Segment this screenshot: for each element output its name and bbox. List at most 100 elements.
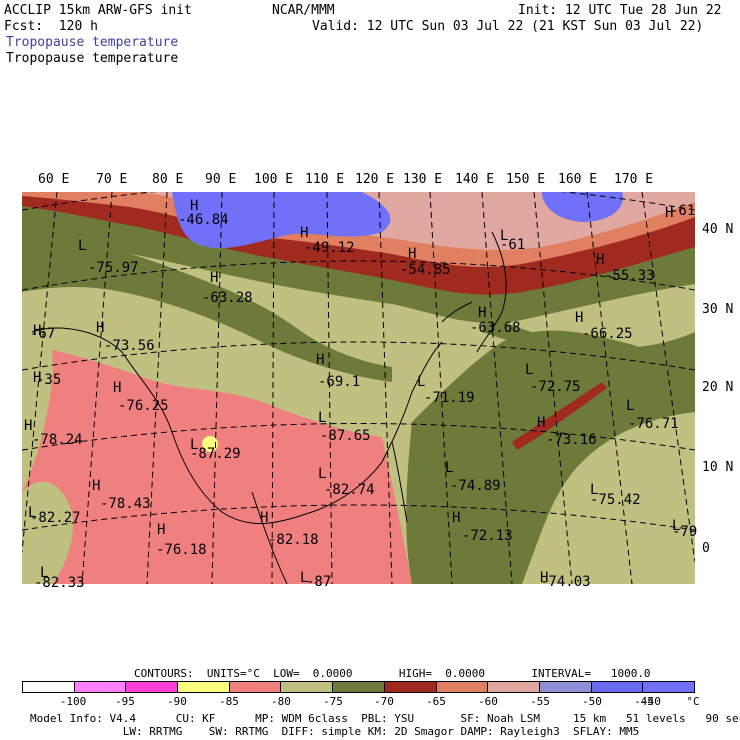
high-marker: H [33, 323, 42, 339]
colorbar-label: -75 [323, 695, 343, 708]
center-value: -82.33 [34, 575, 85, 591]
model-physics: LW: RRTMG SW: RRTMG DIFF: simple KM: 2D … [30, 725, 640, 738]
center-value: -82.27 [30, 510, 81, 526]
colorbar-label: °C [686, 695, 700, 708]
low-marker: L [300, 570, 309, 586]
lat-label-20n: 20 N [702, 380, 734, 395]
colorbar-swatch [229, 682, 282, 692]
center-value: -61 [500, 237, 526, 253]
center-value: -49.12 [304, 240, 355, 256]
high-marker: H [24, 418, 33, 434]
colorbar-label: -85 [219, 695, 239, 708]
high-marker: H [575, 310, 584, 326]
colorbar [22, 681, 695, 693]
contour-info: CONTOURS: UNITS=°C LOW= 0.0000 HIGH= 0.0… [134, 667, 651, 680]
model-info: Model Info: V4.4 CU: KF MP: WDM 6class P… [30, 712, 740, 725]
colorbar-label: -90 [167, 695, 187, 708]
tropopause-temperature-map [22, 192, 695, 584]
center-value: -82.18 [268, 532, 319, 548]
colorbar-swatch [488, 682, 540, 692]
low-marker: L [40, 565, 49, 581]
center-value: -75.42 [590, 492, 641, 508]
colorbar-label: -80 [271, 695, 291, 708]
colorbar-label: -45 [634, 695, 654, 708]
low-marker: L [318, 466, 327, 482]
center-value: -63.28 [202, 290, 253, 306]
high-marker: H [157, 522, 166, 538]
center-value: -61 [670, 203, 696, 219]
center-value: -54.85 [400, 262, 451, 278]
high-marker: H [190, 198, 199, 214]
high-marker: H [96, 320, 105, 336]
lon-label-120e: 120 E [355, 172, 395, 187]
lat-label-10n: 10 N [702, 460, 734, 475]
lon-label-150e: 150 E [506, 172, 546, 187]
high-marker: H [92, 478, 101, 494]
center-value: -76.18 [156, 542, 207, 558]
center-value: -69.1 [318, 374, 361, 390]
center-value: -35 [36, 372, 62, 388]
colorbar-swatch [74, 682, 127, 692]
center-value: -46.84 [178, 212, 229, 228]
colorbar-swatch [591, 682, 644, 692]
init-time: Init: 12 UTC Tue 28 Jun 22 [518, 3, 722, 18]
center-value: -66.25 [582, 326, 633, 342]
lon-label-60e: 60 E [38, 172, 70, 187]
colorbar-swatch [178, 682, 230, 692]
high-marker: H [316, 352, 325, 368]
colorbar-swatch [436, 682, 489, 692]
lon-label-100e: 100 E [254, 172, 294, 187]
high-marker: H [452, 510, 461, 526]
field-title-shaded: Tropopause temperature [6, 35, 179, 50]
lon-label-110e: 110 E [305, 172, 345, 187]
center-value: -55.33 [604, 268, 655, 284]
lon-label-80e: 80 E [152, 172, 184, 187]
map-shading [22, 192, 695, 584]
colorbar-label: -70 [374, 695, 394, 708]
colorbar-swatch [539, 682, 592, 692]
colorbar-swatch [126, 682, 179, 692]
low-marker: L [590, 482, 599, 498]
center-value: -72.13 [462, 528, 513, 544]
center-value: -79 [672, 524, 698, 540]
low-marker: L [500, 228, 509, 244]
low-marker: L [318, 410, 327, 426]
center-value: -87.29 [190, 446, 241, 462]
lon-label-70e: 70 E [96, 172, 128, 187]
high-marker: H [408, 246, 417, 262]
lon-label-90e: 90 E [205, 172, 237, 187]
organization: NCAR/MMM [272, 3, 335, 18]
low-marker: L [28, 505, 37, 521]
center-value: -71.19 [424, 390, 475, 406]
field-title-contour: Tropopause temperature [6, 51, 179, 66]
center-value: -63.68 [470, 320, 521, 336]
low-marker: L [417, 374, 426, 390]
lon-label-140e: 140 E [455, 172, 495, 187]
colorbar-swatch [23, 682, 75, 692]
high-marker: H [300, 225, 309, 241]
center-value: -82.74 [324, 482, 375, 498]
center-value: -75.97 [88, 260, 139, 276]
high-marker: H [596, 252, 605, 268]
low-marker: L [190, 437, 199, 453]
low-marker: L [626, 398, 635, 414]
colorbar-label: -65 [426, 695, 446, 708]
low-marker: L [78, 238, 87, 254]
colorbar-label: -60 [478, 695, 498, 708]
center-value: -67 [30, 326, 56, 342]
valid-time: Valid: 12 UTC Sun 03 Jul 22 (21 KST Sun … [312, 19, 704, 34]
center-value: -87 [306, 574, 332, 590]
center-value: -74.03 [540, 574, 591, 590]
colorbar-swatch [281, 682, 334, 692]
lon-label-170e: 170 E [614, 172, 654, 187]
colorbar-swatch [333, 682, 385, 692]
lat-label-30n: 30 N [702, 302, 734, 317]
colorbar-label: -50 [582, 695, 602, 708]
high-marker: H [260, 510, 269, 526]
model-title: ACCLIP 15km ARW-GFS init [4, 3, 192, 18]
high-marker: H [113, 380, 122, 396]
low-marker: L [445, 460, 454, 476]
colorbar-swatch [643, 682, 694, 692]
high-marker: H [537, 415, 546, 431]
colorbar-swatch [384, 682, 437, 692]
